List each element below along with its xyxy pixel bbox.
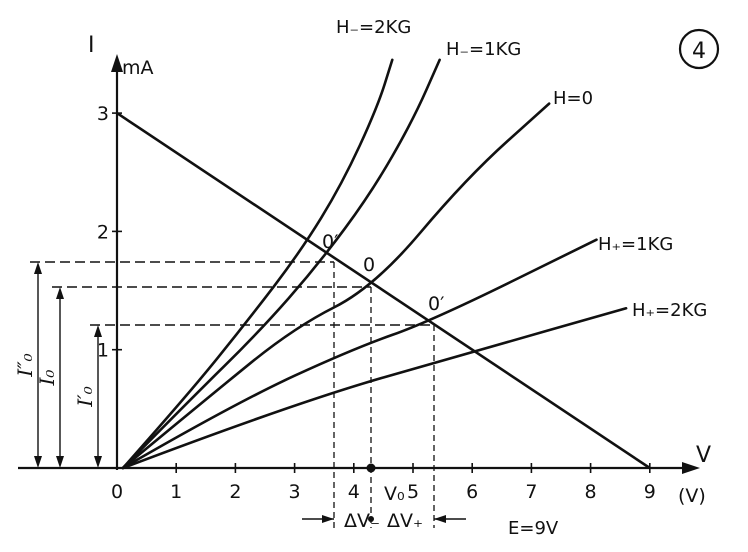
- x-axis-unit: (V): [678, 485, 706, 507]
- current-arrow-head-bottom: [34, 456, 42, 468]
- y-tick-label: 1: [97, 340, 109, 362]
- current-label: I″₀: [13, 353, 37, 377]
- series-curve: [121, 58, 394, 470]
- y-tick-label: 2: [97, 221, 109, 243]
- v0-label: V₀: [384, 483, 405, 505]
- y-tick-label: 3: [97, 103, 109, 125]
- source-label: E=9V: [508, 518, 559, 539]
- series-label: H₋=1KG: [446, 39, 521, 60]
- v0-marker: [366, 463, 376, 473]
- series-curves: [116, 58, 651, 470]
- current-arrow-head-bottom: [94, 456, 102, 468]
- operating-point-label: 0: [363, 254, 375, 276]
- current-label: I₀: [35, 370, 59, 387]
- x-tick-label: 4: [348, 481, 360, 503]
- operating-point-label: 0′: [428, 293, 444, 315]
- series-curve: [121, 102, 551, 470]
- series-label: H₊=2KG: [632, 300, 707, 321]
- chart-labels: ImA V (V) 1 2 3 0 1 2 3 4 5 6 7 8 9 H₋=2KG H₋=1KG H=0 H₊=1K…: [13, 17, 720, 539]
- x-tick-label: 5: [407, 481, 419, 503]
- y-axis-arrow: [111, 54, 123, 72]
- x-tick-label: 3: [289, 481, 301, 503]
- series-curve: [121, 58, 441, 470]
- operating-point-label: 0″: [322, 231, 341, 253]
- series-curve: [121, 238, 598, 470]
- current-arrow-head-top: [34, 262, 42, 274]
- x-tick-label: 9: [644, 481, 656, 503]
- x-axis-arrow: [682, 462, 700, 474]
- x-tick-label: 6: [466, 481, 478, 503]
- series-label: H₋=2KG: [336, 17, 411, 38]
- current-arrow-head-bottom: [56, 456, 64, 468]
- figure-number-text: 4: [692, 39, 706, 64]
- y-axis-name: I: [88, 33, 95, 58]
- dv-center-dot: [368, 516, 374, 522]
- figure-circle: [678, 28, 720, 70]
- x-tick-label: 1: [170, 481, 182, 503]
- series-label: H=0: [553, 88, 593, 109]
- current-label: I′₀: [73, 386, 97, 407]
- axes: [18, 54, 700, 474]
- dv-minus-label: ΔV₋: [344, 510, 380, 532]
- series-label: H₊=1KG: [598, 234, 673, 255]
- x-tick-label: 8: [585, 481, 597, 503]
- series-curve: [121, 306, 628, 470]
- load-line: [116, 112, 651, 470]
- x-tick-label: 2: [229, 481, 241, 503]
- figure-number: 4: [678, 28, 720, 70]
- current-arrow-head-top: [56, 287, 64, 299]
- dv-minus-arrow-head: [322, 515, 334, 523]
- x-axis-name: V: [696, 443, 711, 468]
- dv-plus-label: ΔV₊: [387, 510, 423, 532]
- x-tick-label: 7: [525, 481, 537, 503]
- operating-point-guides: [30, 261, 466, 528]
- dv-plus-arrow-head: [434, 515, 446, 523]
- x-tick-label: 0: [111, 481, 123, 503]
- y-axis-unit: mA: [122, 57, 154, 79]
- current-arrow-head-top: [94, 325, 102, 337]
